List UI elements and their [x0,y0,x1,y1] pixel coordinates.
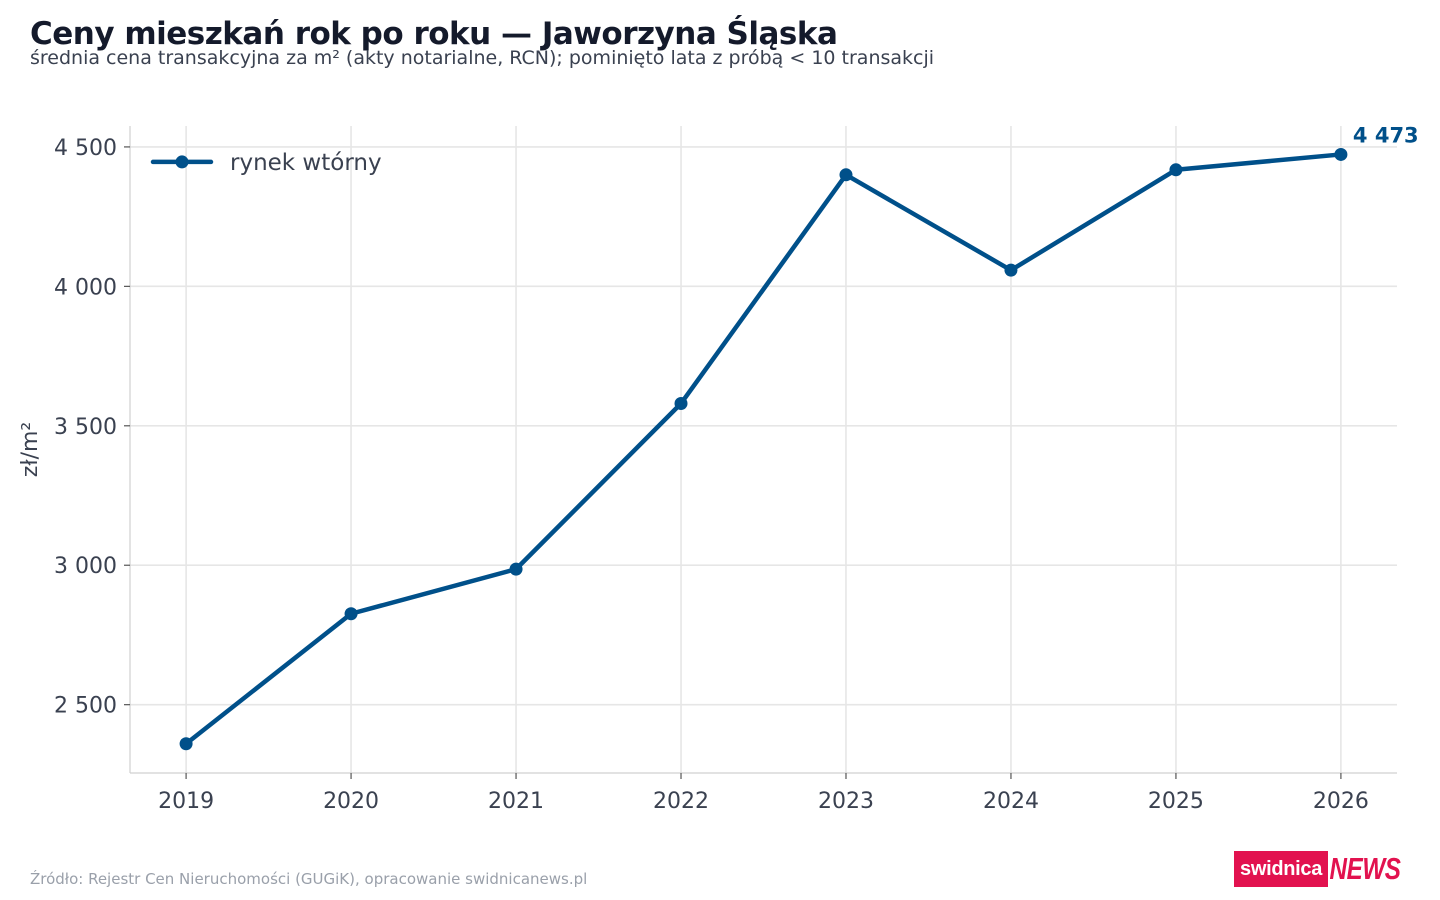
x-tick-label: 2023 [818,789,874,814]
data-point [839,168,853,182]
x-tick-label: 2022 [653,789,709,814]
y-tick-label: 2 500 [54,694,117,719]
y-tick-label: 3 500 [54,415,117,440]
x-tick-label: 2020 [323,789,379,814]
legend-label: rynek wtórny [230,150,382,176]
x-tick-label: 2026 [1313,789,1369,814]
x-tick-label: 2021 [488,789,544,814]
brand-logo-part1: swidnica [1234,851,1329,887]
brand-logo-part2: NEWS [1329,851,1401,886]
data-point [1169,163,1183,177]
y-tick-label: 4 500 [54,136,117,161]
source-note: Źródło: Rejestr Cen Nieruchomości (GUGiK… [30,870,588,888]
data-point [509,562,523,576]
y-tick-label: 4 000 [54,275,117,300]
chart-title: Ceny mieszkań rok po roku — Jaworzyna Śl… [30,16,838,52]
brand-logo: swidnica NEWS [1234,851,1421,887]
y-axis-label: zł/m² [18,422,43,477]
data-point [179,737,193,751]
data-point [1334,147,1348,161]
series-line [183,152,1344,746]
x-tick-label: 2025 [1148,789,1204,814]
x-tick-label: 2019 [158,789,214,814]
x-tick-label: 2024 [983,789,1039,814]
data-point [1004,263,1018,277]
end-value-label: 4 473 [1353,123,1419,147]
data-point [674,396,688,410]
legend-swatch-marker [175,155,189,169]
chart-subtitle: średnia cena transakcyjna za m² (akty no… [30,47,935,69]
data-point [344,607,358,621]
y-tick-label: 3 000 [54,554,117,579]
